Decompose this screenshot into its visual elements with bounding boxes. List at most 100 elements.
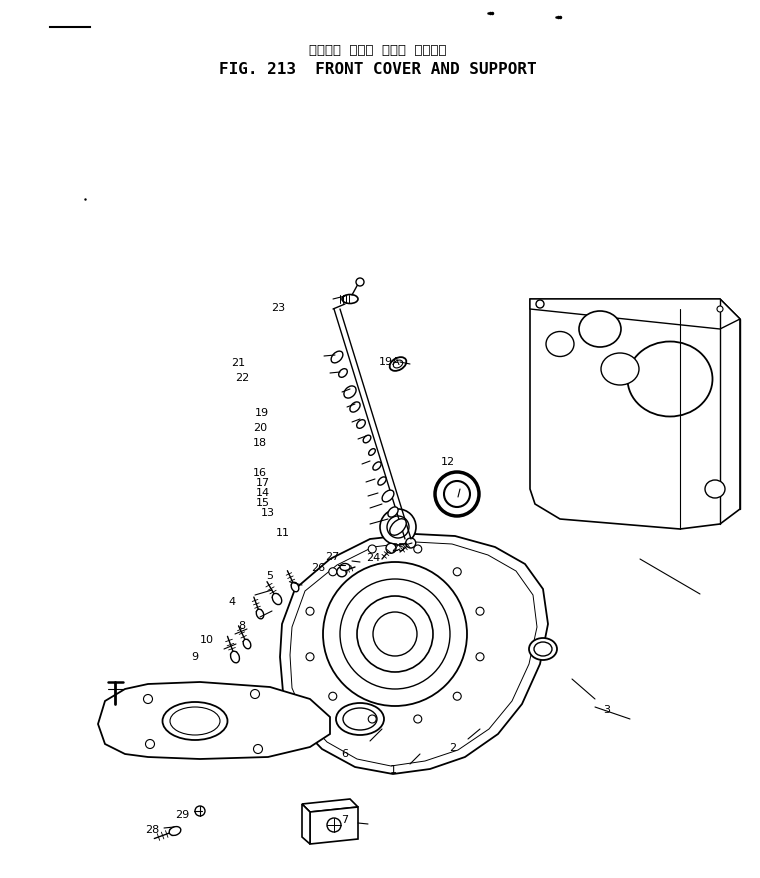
Polygon shape [98, 682, 330, 759]
Circle shape [329, 693, 337, 701]
Circle shape [380, 509, 416, 545]
Circle shape [435, 472, 479, 516]
Text: 20: 20 [253, 422, 267, 433]
Text: 3: 3 [603, 704, 610, 714]
Text: フロント  カバー  および  サポート: フロント カバー および サポート [309, 45, 447, 57]
Ellipse shape [529, 638, 557, 660]
Circle shape [476, 653, 484, 661]
Ellipse shape [382, 491, 394, 502]
Text: 15: 15 [256, 498, 270, 507]
Ellipse shape [339, 370, 347, 378]
Circle shape [356, 278, 364, 287]
Circle shape [387, 516, 409, 538]
Ellipse shape [343, 709, 377, 730]
Circle shape [323, 563, 467, 706]
Text: FIG. 213  FRONT COVER AND SUPPORT: FIG. 213 FRONT COVER AND SUPPORT [219, 62, 537, 77]
Ellipse shape [350, 402, 360, 413]
Ellipse shape [388, 507, 398, 517]
Circle shape [444, 481, 470, 507]
Text: 9: 9 [192, 651, 198, 661]
Circle shape [195, 806, 205, 816]
Circle shape [413, 545, 422, 553]
Text: 5: 5 [267, 571, 274, 580]
Ellipse shape [344, 386, 356, 399]
Text: 1: 1 [389, 764, 397, 774]
Circle shape [413, 716, 422, 723]
Circle shape [340, 579, 450, 689]
Ellipse shape [390, 357, 407, 371]
Ellipse shape [534, 643, 552, 656]
Circle shape [476, 608, 484, 615]
Text: 27: 27 [325, 551, 339, 561]
Circle shape [145, 739, 154, 749]
Circle shape [369, 545, 376, 553]
Polygon shape [530, 299, 740, 529]
Text: 29: 29 [175, 810, 189, 819]
Ellipse shape [601, 354, 639, 385]
Circle shape [453, 568, 461, 576]
Ellipse shape [272, 594, 282, 605]
Ellipse shape [243, 639, 251, 649]
Text: 24: 24 [366, 552, 380, 563]
Text: 26: 26 [311, 563, 325, 572]
Circle shape [536, 300, 544, 309]
Ellipse shape [336, 703, 384, 735]
Ellipse shape [169, 826, 181, 836]
Ellipse shape [363, 435, 371, 443]
Circle shape [144, 694, 153, 703]
Polygon shape [530, 299, 740, 329]
Ellipse shape [331, 352, 343, 363]
Ellipse shape [163, 702, 227, 740]
Text: 18: 18 [253, 437, 267, 448]
Circle shape [251, 690, 259, 699]
Polygon shape [280, 535, 548, 774]
Ellipse shape [705, 480, 725, 499]
Polygon shape [302, 799, 358, 812]
Circle shape [337, 567, 347, 577]
Circle shape [357, 596, 433, 673]
Ellipse shape [291, 583, 299, 592]
Text: 8: 8 [239, 620, 245, 630]
Text: 10: 10 [200, 634, 214, 644]
Circle shape [453, 693, 461, 701]
Circle shape [306, 653, 314, 661]
Ellipse shape [356, 421, 366, 428]
Text: 6: 6 [341, 748, 349, 758]
Ellipse shape [230, 651, 239, 663]
Text: 13: 13 [261, 507, 275, 517]
Text: 19A: 19A [379, 356, 401, 367]
Text: 25: 25 [391, 543, 405, 552]
Circle shape [254, 745, 262, 753]
Text: 11: 11 [276, 528, 290, 537]
Ellipse shape [342, 295, 358, 304]
Ellipse shape [369, 450, 375, 456]
Polygon shape [302, 804, 310, 844]
Text: 21: 21 [231, 357, 245, 368]
Text: 19: 19 [255, 407, 269, 418]
Text: 22: 22 [235, 372, 249, 383]
Ellipse shape [394, 361, 403, 369]
Polygon shape [310, 807, 358, 844]
Circle shape [327, 818, 341, 832]
Ellipse shape [373, 463, 381, 471]
Ellipse shape [390, 519, 407, 536]
Text: 2: 2 [449, 742, 457, 752]
Circle shape [373, 612, 417, 656]
Circle shape [306, 608, 314, 615]
Ellipse shape [579, 312, 621, 348]
Text: 16: 16 [253, 467, 267, 478]
Ellipse shape [378, 478, 386, 486]
Ellipse shape [256, 609, 264, 619]
Text: 14: 14 [256, 487, 270, 498]
Circle shape [406, 538, 416, 549]
Text: 7: 7 [341, 814, 349, 824]
Circle shape [369, 716, 376, 723]
Ellipse shape [340, 564, 350, 571]
Text: 23: 23 [271, 303, 285, 313]
Circle shape [386, 543, 396, 554]
Ellipse shape [628, 342, 713, 417]
Circle shape [717, 306, 723, 313]
Circle shape [329, 568, 337, 576]
Text: 28: 28 [145, 824, 159, 834]
Text: 12: 12 [441, 457, 455, 466]
